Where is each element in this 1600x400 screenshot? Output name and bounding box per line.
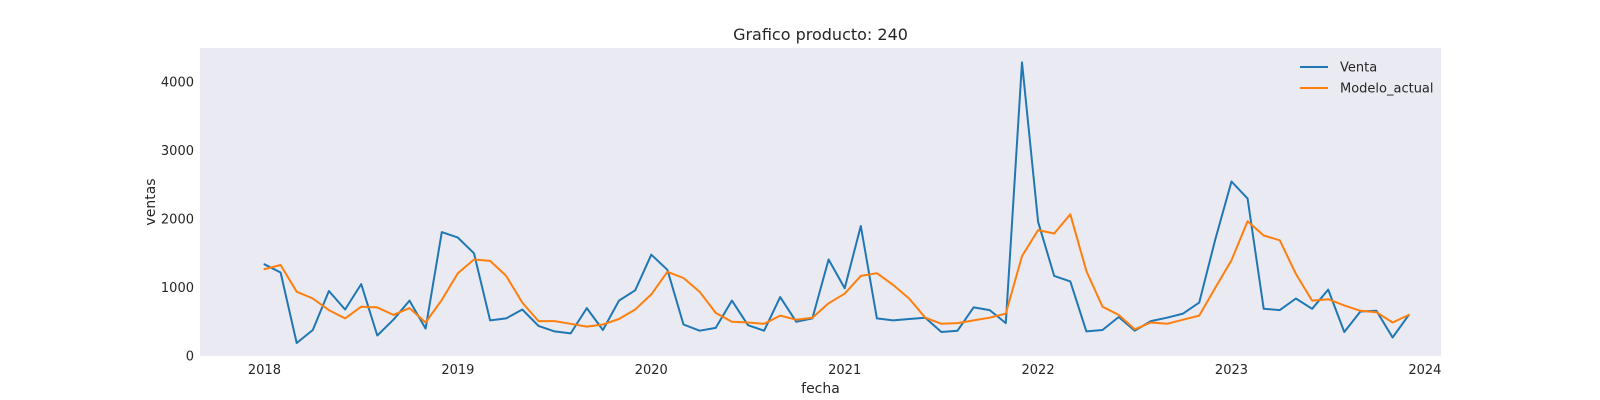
y-tick-label: 2000 <box>161 213 194 228</box>
x-tick-label: 2024 <box>1408 363 1441 378</box>
legend-label: Venta <box>1340 61 1377 76</box>
x-tick-label: 2018 <box>248 363 281 378</box>
y-tick-label: 0 <box>186 350 194 365</box>
x-tick-label: 2020 <box>635 363 668 378</box>
x-tick-label: 2019 <box>441 363 474 378</box>
series-line-modelo-actual <box>263 213 1410 331</box>
series-line-venta <box>263 61 1410 344</box>
legend-label: Modelo_actual <box>1340 82 1434 97</box>
x-tick-label: 2023 <box>1215 363 1248 378</box>
y-tick-label: 4000 <box>161 76 194 91</box>
y-axis-label: ventas <box>143 178 159 225</box>
y-tick-label: 1000 <box>161 281 194 296</box>
legend: Venta Modelo_actual <box>1300 61 1434 97</box>
y-tick-label: 3000 <box>161 144 194 159</box>
chart-title: Grafico producto: 240 <box>733 25 908 44</box>
x-axis-label: fecha <box>801 381 840 397</box>
series-lines <box>263 61 1410 344</box>
x-tick-label: 2021 <box>828 363 861 378</box>
x-axis-ticks: 2018 2019 2020 2021 2022 2023 2024 <box>248 363 1442 378</box>
x-tick-label: 2022 <box>1022 363 1055 378</box>
y-axis-ticks: 0 1000 2000 3000 4000 <box>161 76 194 365</box>
